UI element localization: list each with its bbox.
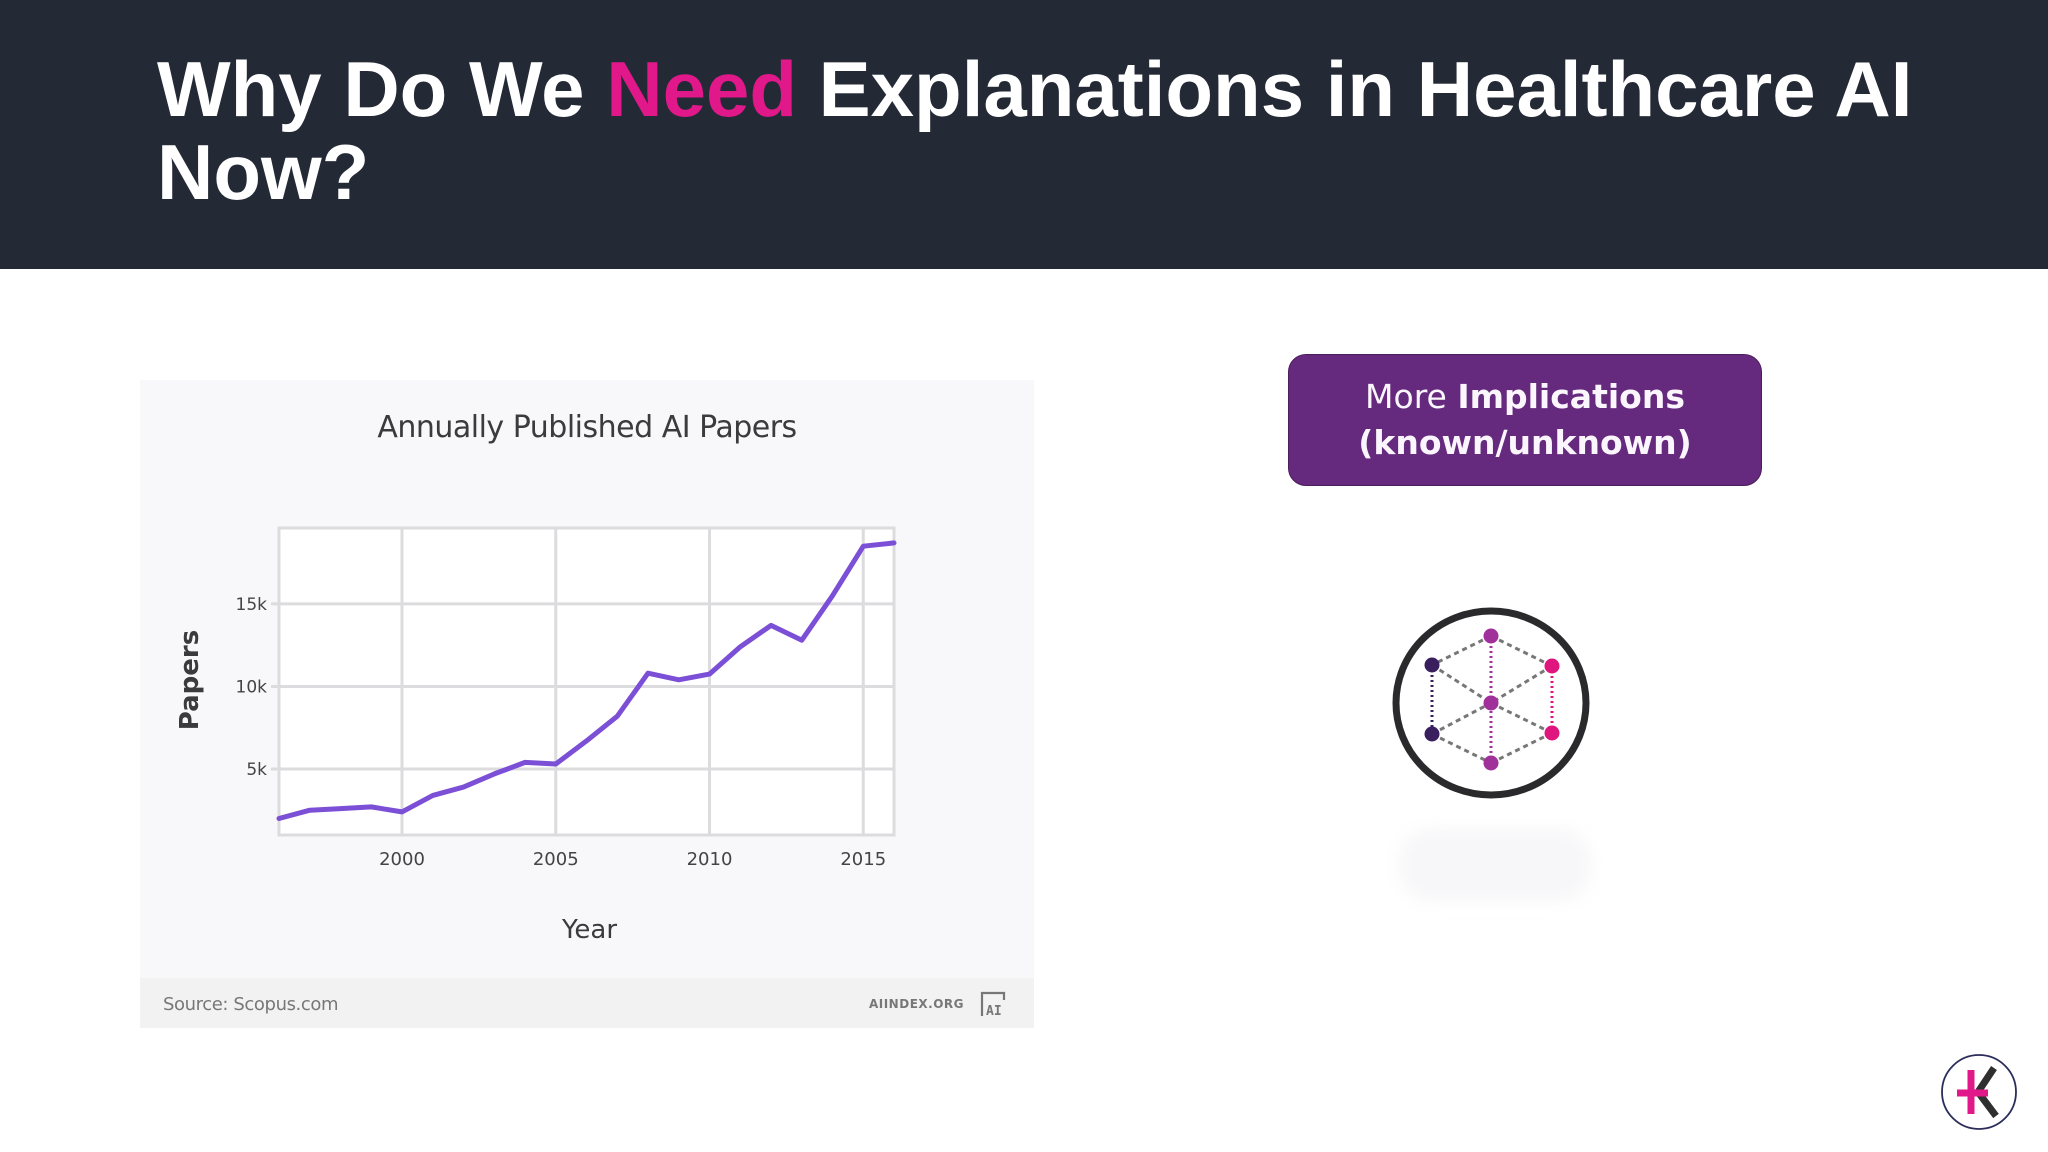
x-tick-label: 2000 [379, 849, 425, 870]
brand-logo-icon[interactable] [1938, 1050, 2020, 1134]
implications-line-2: (known/unknown) [1358, 423, 1692, 462]
publisher-label: AIINDEX.ORG [868, 997, 964, 1011]
x-tick-label: 2005 [533, 849, 579, 870]
title-accent-word: Need [606, 45, 797, 133]
ai-index-logo-icon: AI [980, 991, 1006, 1018]
slide-header: Why Do We Need Explanations in Healthcar… [0, 0, 2048, 269]
y-tick-label: 10k [236, 677, 268, 697]
implications-bold-text: Implications [1457, 377, 1685, 416]
data-line [276, 540, 897, 821]
chart-card: 5k 10k 15k 2000 2005 2010 2015 Year Papers Annua… [140, 380, 1034, 1028]
chart-footer [140, 978, 1034, 1028]
x-axis-label: Year [561, 915, 617, 945]
y-tick-label: 5k [246, 760, 267, 780]
y-tick-label: 15k [236, 595, 268, 615]
implications-more-text: More [1365, 377, 1458, 416]
icon-shadow [1400, 830, 1590, 900]
title-part-2: Explanations in Healthcare AI Now? [157, 45, 1913, 216]
implications-line-1: More Implications [1289, 374, 1761, 420]
svg-text:AI: AI [986, 1004, 1002, 1018]
network-cube-icon [1392, 607, 1590, 799]
plot-area [277, 526, 896, 837]
chart-source: Source: Scopus.com [163, 994, 339, 1015]
chart-title: Annually Published AI Papers [377, 410, 797, 445]
title-part-1: Why Do We [157, 45, 607, 133]
implications-box: More Implications (known/unknown) [1288, 354, 1762, 486]
x-tick-label: 2010 [687, 849, 733, 870]
x-tick-label: 2015 [840, 849, 886, 870]
line-chart: 5k 10k 15k 2000 2005 2010 2015 Year Papers [175, 526, 897, 945]
slide-title: Why Do We Need Explanations in Healthcar… [157, 48, 1977, 214]
y-axis-label: Papers [175, 630, 205, 730]
